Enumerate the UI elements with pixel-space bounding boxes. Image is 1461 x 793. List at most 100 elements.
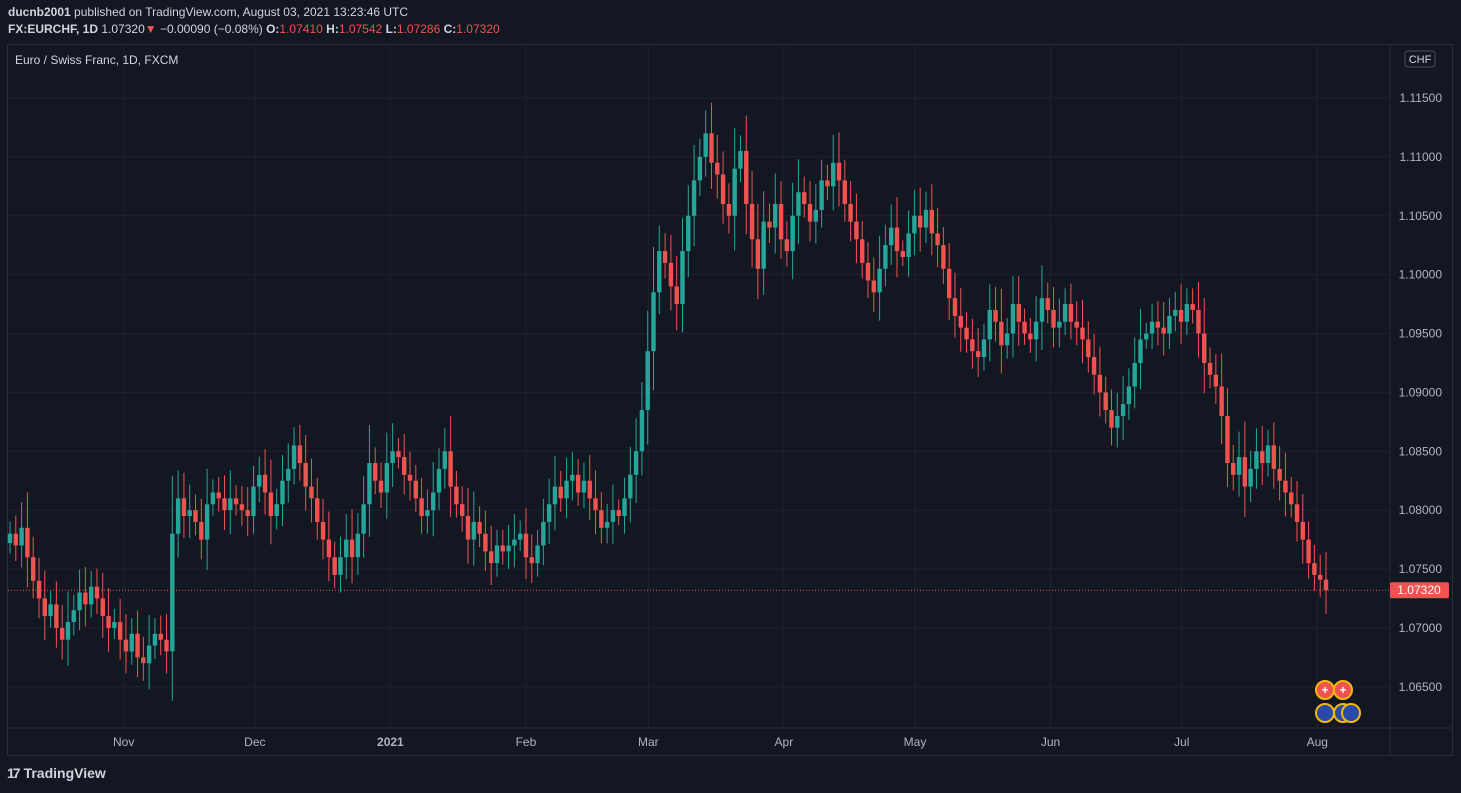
candle xyxy=(199,498,204,560)
candle-body xyxy=(1260,451,1265,464)
svg-text:+: + xyxy=(1321,683,1328,697)
candle-body xyxy=(854,221,859,240)
candle xyxy=(691,144,697,247)
publisher-username[interactable]: ducnb2001 xyxy=(8,5,71,19)
candle-body xyxy=(1300,521,1306,540)
price-tick-label: 1.11000 xyxy=(1400,150,1443,164)
candle-body xyxy=(1115,415,1120,428)
candle-body xyxy=(187,510,192,517)
candle-body xyxy=(622,498,627,517)
tradingview-logo-icon: 17 xyxy=(7,765,21,781)
candle-body xyxy=(129,633,134,652)
candle xyxy=(94,568,100,615)
candle xyxy=(970,318,975,369)
candle-body xyxy=(1219,386,1224,416)
candle xyxy=(286,443,291,503)
candle xyxy=(280,455,285,527)
candle-body xyxy=(141,657,146,664)
candle-body xyxy=(819,180,824,210)
candle-body xyxy=(703,133,708,157)
candle xyxy=(732,128,737,251)
candle-body xyxy=(1173,309,1178,316)
candle-body xyxy=(448,451,453,487)
candle-body xyxy=(158,633,163,640)
candle xyxy=(396,438,401,469)
candle-body xyxy=(1207,362,1213,375)
candle xyxy=(477,506,482,548)
candle xyxy=(993,286,998,342)
candle-body xyxy=(228,498,233,511)
candle-body xyxy=(657,251,662,293)
candle-body xyxy=(355,533,361,558)
candle-body xyxy=(83,592,88,605)
candle xyxy=(216,476,221,512)
candle xyxy=(604,503,610,544)
candle-body xyxy=(935,233,940,246)
candle xyxy=(42,570,47,641)
candle xyxy=(1062,288,1068,336)
candle-body xyxy=(1231,463,1236,475)
candle-body xyxy=(1004,333,1010,346)
candle-body xyxy=(888,227,894,246)
candle-body xyxy=(1318,574,1323,580)
candle-body xyxy=(13,533,18,546)
candle-body xyxy=(744,150,749,204)
candle-body xyxy=(349,539,355,558)
tradingview-brand[interactable]: 17 TradingView xyxy=(7,765,106,781)
candle-body xyxy=(1265,445,1271,464)
candle xyxy=(662,232,668,279)
candle xyxy=(471,491,476,566)
event-markers[interactable]: + + xyxy=(1315,680,1361,723)
candle xyxy=(1236,431,1242,497)
candle xyxy=(187,484,192,538)
candle xyxy=(454,470,459,518)
candle xyxy=(552,456,558,531)
candle xyxy=(1103,376,1108,424)
candle-body xyxy=(923,209,929,228)
candle-body xyxy=(616,510,621,517)
candle xyxy=(767,203,772,244)
candle-body xyxy=(309,486,314,499)
candle-body xyxy=(715,162,720,175)
candle xyxy=(181,472,187,538)
candle xyxy=(888,204,894,265)
candle xyxy=(819,159,824,228)
candle xyxy=(1120,376,1126,440)
close-value: 1.07320 xyxy=(456,22,500,36)
candle xyxy=(1016,276,1021,346)
candle-body xyxy=(749,203,755,240)
candle xyxy=(402,434,407,495)
candle xyxy=(836,132,842,207)
candle-body xyxy=(912,215,917,234)
candle xyxy=(738,135,743,183)
candle-body xyxy=(326,539,332,558)
currency-badge[interactable]: CHF xyxy=(1404,50,1436,68)
ohlc-line: FX:EURCHF, 1D 1.07320▼ −0.00090 (−0.08%)… xyxy=(8,22,500,36)
candle xyxy=(546,478,552,544)
candle-body xyxy=(755,239,761,269)
candle-body xyxy=(1126,386,1132,405)
candle xyxy=(784,221,790,267)
candle xyxy=(170,475,175,701)
candle xyxy=(1126,368,1132,420)
candle-body xyxy=(1016,304,1021,322)
candle xyxy=(262,449,268,515)
time-tick-label: Jun xyxy=(1041,735,1060,749)
candle xyxy=(390,423,395,488)
candle-body xyxy=(216,492,221,499)
candle-body xyxy=(1294,504,1300,522)
candle xyxy=(419,477,424,534)
candle xyxy=(152,618,158,659)
price-axis: 1.06500 1.07000 1.07500 1.08000 1.08500 1.090… xyxy=(1399,91,1443,694)
candle xyxy=(1289,476,1294,518)
eu-flag-icon xyxy=(1315,703,1335,723)
candle-body xyxy=(477,521,482,534)
candle xyxy=(761,191,766,295)
candle-body xyxy=(54,604,59,628)
publish-info: ducnb2001 published on TradingView.com, … xyxy=(8,5,408,19)
candle-body xyxy=(668,262,674,287)
candle-body xyxy=(773,203,778,228)
candle-body xyxy=(674,286,679,305)
candle-body xyxy=(361,504,366,534)
